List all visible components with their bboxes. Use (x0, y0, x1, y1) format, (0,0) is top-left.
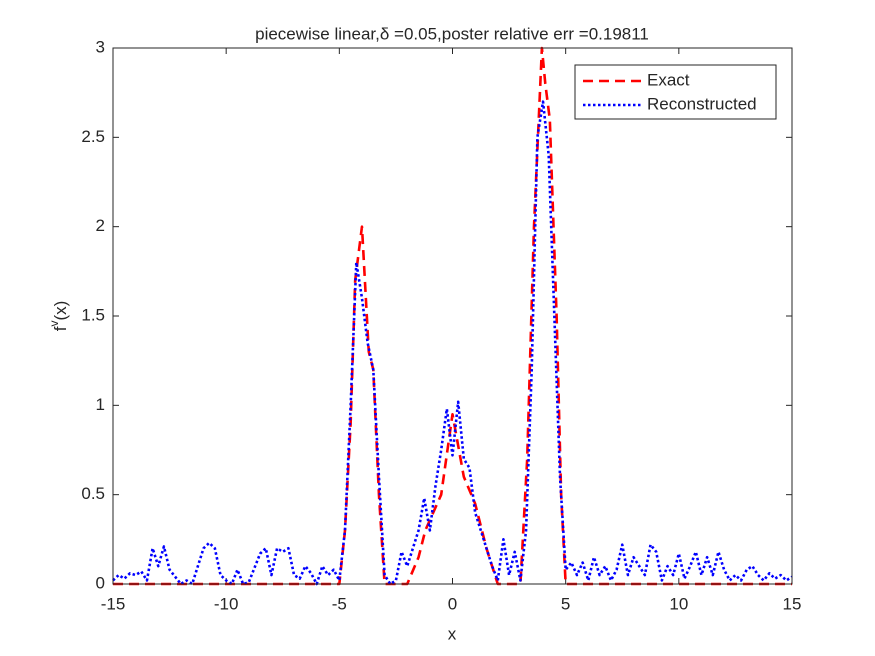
y-axis-label: fv(x) (47, 301, 70, 332)
chart-title: piecewise linear,δ =0.05,poster relative… (255, 24, 649, 43)
y-tick-label: 2.5 (81, 127, 105, 146)
x-tick-label: -10 (214, 594, 239, 613)
legend-label: Exact (647, 70, 690, 89)
y-tick-label: 3 (96, 37, 105, 56)
legend-label: Reconstructed (647, 94, 757, 113)
series-line (112, 100, 793, 586)
plot-area (113, 48, 792, 584)
y-label-sup: v (47, 321, 61, 327)
x-tick-label: 15 (783, 594, 802, 613)
y-tick-label: 1.5 (81, 305, 105, 324)
y-label-rest: (x) (51, 301, 70, 321)
x-tick-label: 5 (561, 594, 570, 613)
x-tick-label: -5 (332, 594, 347, 613)
x-tick-label: 0 (448, 594, 457, 613)
y-tick-label: 0.5 (81, 484, 105, 503)
y-label-base: f (51, 326, 70, 331)
series-line (113, 46, 792, 586)
x-tick-label: -15 (101, 594, 126, 613)
axes-box (112, 47, 793, 585)
x-tick-label: 10 (669, 594, 688, 613)
y-tick-label: 0 (96, 573, 105, 592)
y-tick-label: 1 (96, 395, 105, 414)
legend-box (574, 64, 777, 120)
x-axis-label: x (448, 624, 457, 643)
y-tick-label: 2 (96, 216, 105, 235)
